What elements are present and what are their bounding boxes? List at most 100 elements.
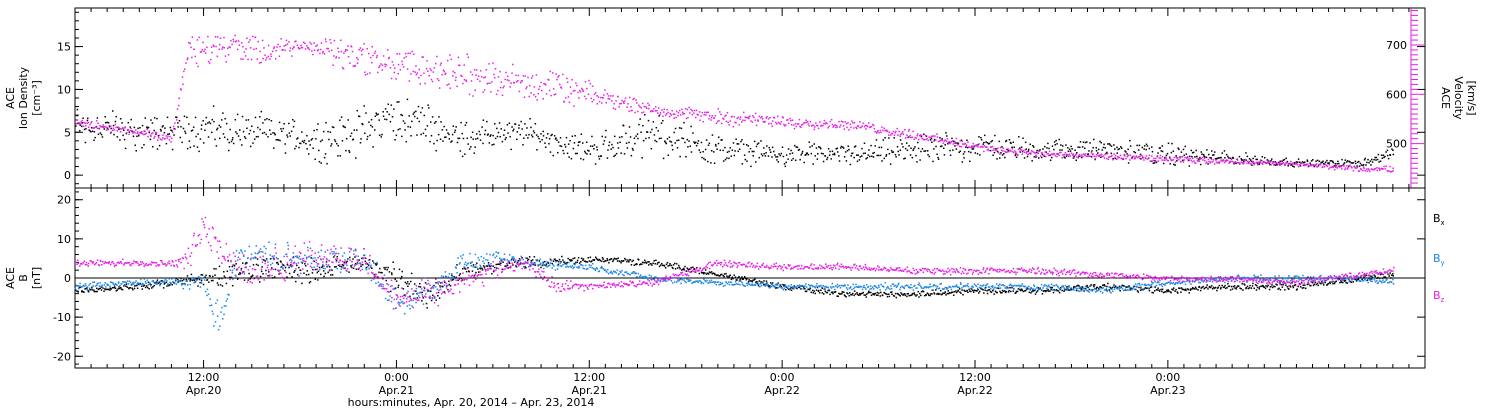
bottom-series-0-point (1292, 286, 1295, 289)
bottom-series-1-point (275, 256, 278, 259)
top-series-0-point (582, 158, 585, 161)
top-series-0-point (1207, 163, 1209, 165)
top-series-1-point (1077, 157, 1079, 159)
top-series-1-point (921, 134, 923, 137)
bottom-series-0-point (1210, 286, 1212, 289)
bottom-series-0-point (1099, 285, 1102, 288)
bottom-series-0-point (907, 292, 909, 295)
top-series-1-point (1047, 152, 1049, 155)
top-series-1-point (1075, 153, 1077, 156)
top-series-0-point (324, 153, 327, 155)
top-series-0-point (756, 143, 759, 145)
top-series-0-point (937, 156, 939, 159)
top-series-0-point (1127, 162, 1130, 164)
top-series-1-point (1344, 168, 1346, 171)
bottom-series-0-point (1166, 289, 1168, 292)
bottom-series-1-point (243, 273, 246, 275)
top-series-0-point (695, 141, 697, 144)
top-series-0-point (283, 123, 285, 125)
bottom-series-0-point (989, 290, 992, 293)
bottom-series-0-point (1254, 283, 1257, 286)
top-series-0-point (208, 121, 211, 123)
top-series-0-point (1110, 145, 1113, 147)
bottom-series-0-point (1172, 289, 1174, 291)
top-series-0-point (125, 132, 128, 135)
bottom-series-0-point (864, 294, 867, 296)
bottom-series-0-point (628, 259, 631, 261)
top-series-1-point (539, 85, 541, 88)
top-series-1-point (885, 129, 888, 131)
bottom-series-0-point (947, 292, 950, 295)
bottom-series-0-point (318, 266, 321, 269)
bottom-series-0-point (735, 279, 737, 281)
top-series-0-point (197, 133, 199, 135)
top-series-0-point (329, 131, 332, 133)
top-series-0-point (1346, 161, 1348, 163)
top-series-1-point (1172, 159, 1174, 161)
top-series-0-point (920, 135, 923, 138)
bottom-series-1-point (264, 252, 267, 255)
top-series-1-point (1268, 160, 1270, 163)
top-series-0-point (633, 137, 636, 139)
top-series-0-point (216, 128, 218, 131)
top-series-1-point (1024, 149, 1026, 151)
bottom-series-0-point (867, 292, 869, 294)
top-series-1-point (530, 92, 532, 94)
top-series-0-point (634, 142, 636, 145)
bottom-series-0-point (577, 256, 580, 259)
top-series-0-point (420, 133, 422, 136)
bottom-series-0-point (118, 287, 121, 290)
top-series-0-point (965, 146, 967, 148)
bottom-series-0-point (679, 267, 681, 270)
top-series-0-point (679, 155, 681, 158)
top-series-0-point (248, 133, 251, 135)
bottom-series-0-point (672, 264, 675, 266)
top-series-1-point (1205, 162, 1207, 165)
bottom-series-0-point (783, 285, 785, 287)
top-series-1-point (696, 113, 698, 116)
top-series-0-point (150, 119, 152, 121)
top-series-0-point (1317, 164, 1320, 167)
top-series-0-point (980, 136, 982, 139)
bottom-series-0-point (448, 280, 450, 283)
bottom-series-0-point (570, 259, 572, 261)
bottom-series-0-point (1067, 289, 1069, 291)
bottom-series-0-point (193, 279, 195, 282)
top-series-1-point (82, 125, 85, 128)
top-series-0-point (1233, 163, 1235, 165)
top-series-0-point (1047, 142, 1049, 145)
top-series-1-point (630, 109, 632, 112)
bottom-series-0-point (1175, 288, 1177, 291)
bottom-series-0-point (476, 262, 478, 264)
bottom-series-0-point (534, 264, 537, 266)
bottom-series-0-point (1076, 285, 1078, 287)
top-series-1-point (1265, 162, 1268, 164)
top-series-1-point (1382, 168, 1384, 170)
bottom-series-1-point (153, 281, 155, 283)
top-series-1-point (641, 112, 643, 114)
bottom-series-0-point (643, 261, 645, 264)
bottom-series-0-point (433, 284, 435, 287)
top-series-0-point (664, 140, 666, 142)
bottom-series-1-point (306, 246, 309, 249)
top-series-1-point (947, 141, 949, 144)
top-series-1-point (533, 86, 536, 88)
bottom-series-1-point (101, 284, 103, 286)
top-series-0-point (700, 141, 703, 144)
top-series-0-point (942, 147, 945, 150)
top-series-1-point (285, 44, 287, 46)
bottom-series-1-point (192, 276, 194, 279)
top-series-0-point (264, 119, 266, 121)
top-series-0-point (1381, 157, 1384, 160)
top-series-1-point (179, 88, 182, 90)
top-series-1-point (1234, 161, 1237, 163)
top-series-0-point (170, 129, 172, 131)
bottom-series-0-point (566, 261, 568, 264)
bottom-series-1-point (227, 293, 229, 296)
top-series-1-point (1098, 155, 1100, 158)
top-series-1-point (345, 48, 347, 51)
top-series-1-point (248, 41, 250, 43)
top-series-0-point (177, 126, 179, 128)
top-series-1-point (1083, 154, 1086, 157)
top-series-1-point (433, 67, 436, 69)
